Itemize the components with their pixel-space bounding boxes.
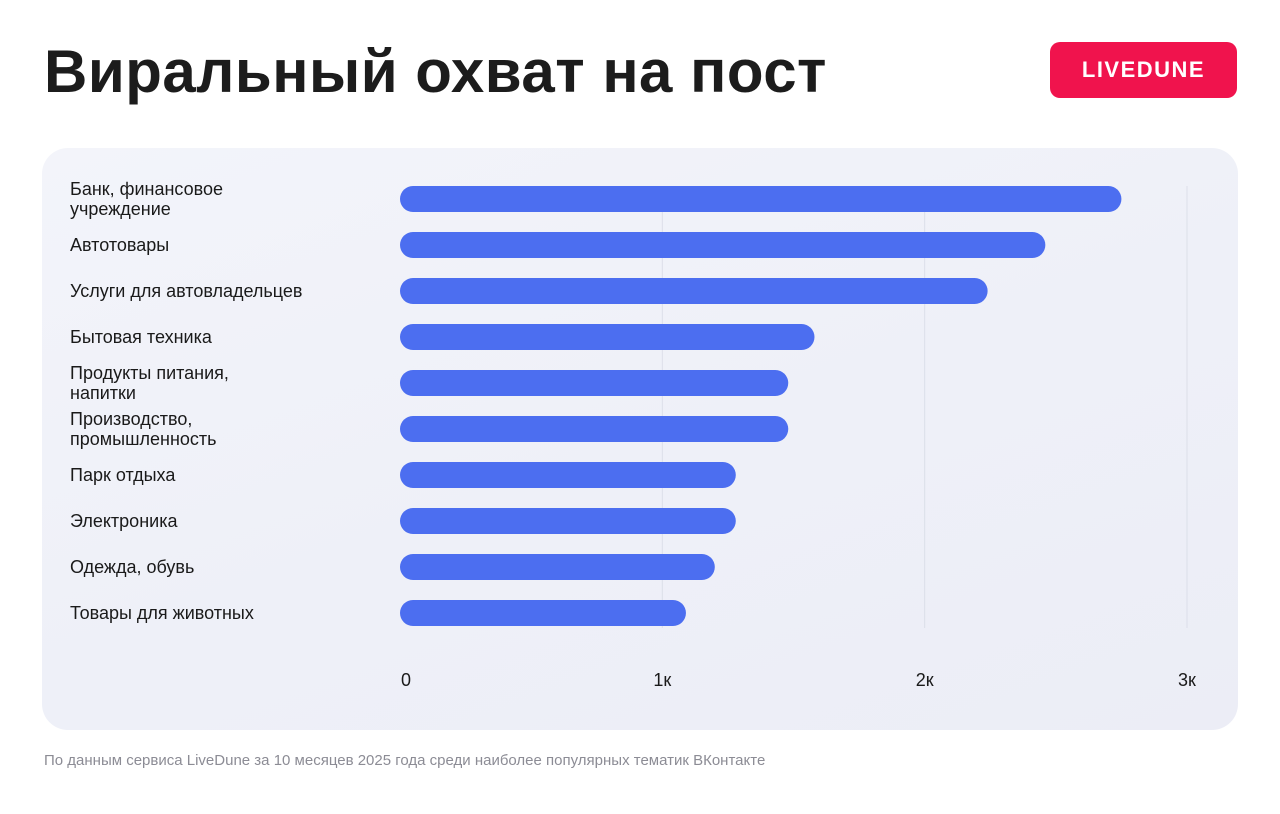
livedune-logo: LIVEDUNE: [1050, 42, 1237, 98]
bar: [400, 508, 736, 534]
bar: [400, 278, 988, 304]
bar-chart: Банк, финансовое учреждение Автотовары Услу…: [70, 179, 1196, 690]
category-label: Автотовары: [70, 235, 169, 255]
bar: [400, 554, 715, 580]
page-title: Виральный охват на пост: [44, 38, 827, 105]
source-note: По данным сервиса LiveDune за 10 месяцев…: [44, 752, 766, 769]
category-label: Продукты питания, напитки: [70, 363, 229, 403]
category-label: Одежда, обувь: [70, 557, 194, 577]
category-label: Электроника: [70, 511, 178, 531]
bar: [400, 186, 1122, 212]
x-tick-label: 3к: [1178, 670, 1196, 690]
category-label: Банк, финансовое учреждение: [70, 179, 223, 219]
bar: [400, 600, 686, 626]
category-label: Услуги для автовладельцев: [70, 281, 302, 301]
bar: [400, 232, 1046, 258]
bar: [400, 324, 815, 350]
x-tick-label: 1к: [653, 670, 671, 690]
bar: [400, 370, 789, 396]
x-tick-label: 2к: [916, 670, 934, 690]
bar: [400, 416, 789, 442]
bar: [400, 462, 736, 488]
chart-card: Банк, финансовое учреждение Автотовары Услу…: [42, 148, 1238, 730]
category-label: Парк отдыха: [70, 465, 176, 485]
category-label: Производство, промышленность: [70, 409, 217, 449]
x-tick-label: 0: [401, 670, 411, 690]
category-label: Товары для животных: [70, 603, 254, 623]
category-label: Бытовая техника: [70, 327, 213, 347]
